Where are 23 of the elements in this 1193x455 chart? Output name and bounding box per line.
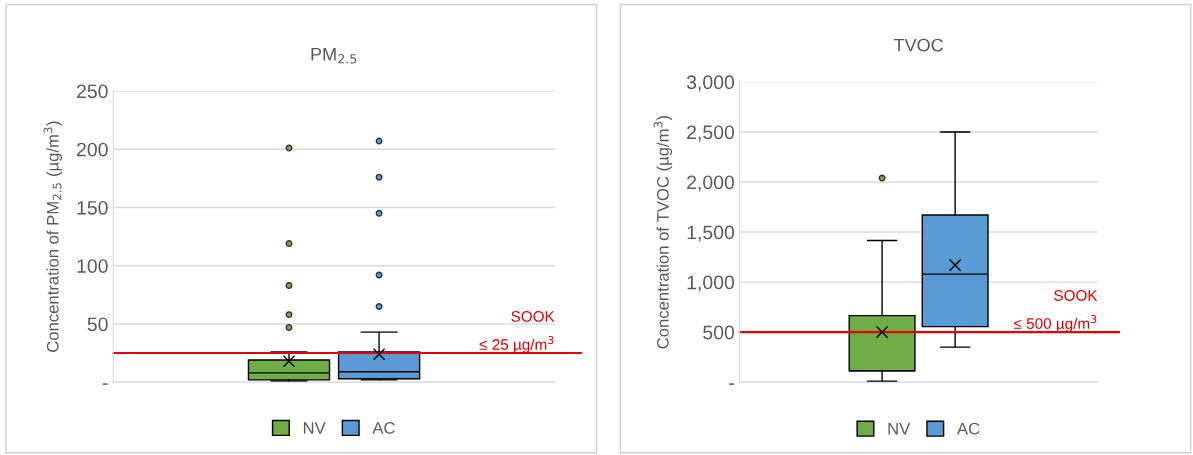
y-axis-title: Concentration of PM$_{2.5}$ (µg/m$^{3}$) xyxy=(43,121,62,352)
y-tick-label: 3,000 xyxy=(686,75,735,92)
y-tick-label: 150 xyxy=(77,200,108,215)
y-tick-label: 100 xyxy=(77,259,108,273)
ref-line-label: SOOK ≤ 25 µg/m$^{3}$ xyxy=(479,311,555,353)
y-tick-label: 250 xyxy=(77,84,108,99)
legend-label: NV xyxy=(888,422,911,435)
chart-title: PM$_{2.5}$ xyxy=(311,47,357,64)
y-tick-label: 500 xyxy=(703,325,735,340)
y-tick-label: - xyxy=(102,383,108,385)
y-tick-label: 1,000 xyxy=(687,275,735,292)
y-tick-label: 200 xyxy=(77,142,108,157)
legend-label: NV xyxy=(303,422,326,434)
y-axis-title: Concentration of TVOC (µg/m$^{3}$) xyxy=(653,115,673,349)
y-tick-label: 50 xyxy=(87,317,108,332)
legend-label: AC xyxy=(956,422,980,435)
y-tick-label: 1,500 xyxy=(687,225,735,242)
y-tick-label: - xyxy=(729,383,734,385)
y-tick-label: 2,000 xyxy=(687,175,735,192)
ref-line-label: SOOK ≤ 500 µg/m$^{3}$ xyxy=(1014,290,1098,332)
chart-title: TVOC xyxy=(893,38,943,52)
legend-label: AC xyxy=(372,422,395,434)
y-tick-label: 2,500 xyxy=(687,125,735,142)
